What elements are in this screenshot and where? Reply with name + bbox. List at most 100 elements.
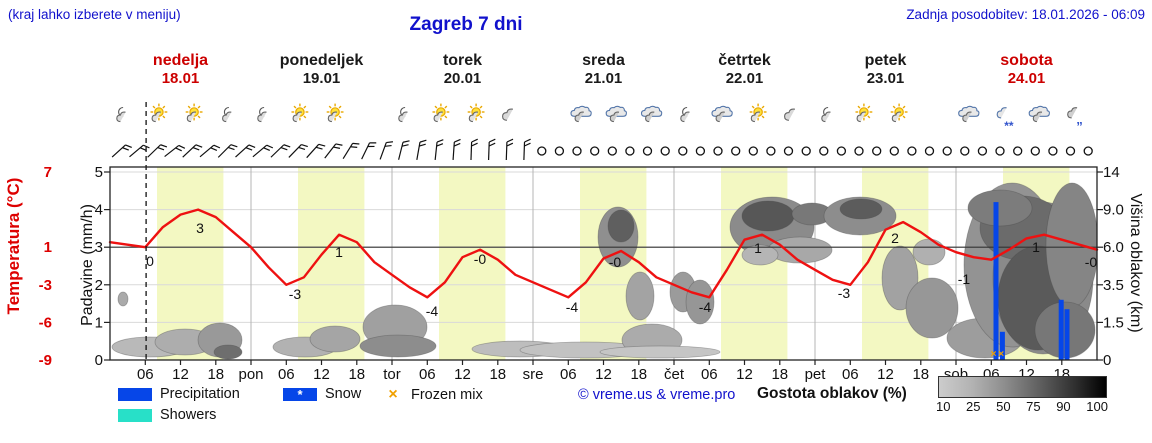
wind-barb-icon [434, 139, 444, 161]
showers-label: Showers [160, 407, 217, 423]
wind-barb-icon [270, 144, 291, 158]
time-tick-label: 12 [877, 366, 894, 383]
temp-value-label: 2 [891, 230, 899, 246]
cloud-blob [741, 200, 795, 232]
cloud-blob [881, 245, 919, 311]
day-name: sreda [582, 52, 625, 69]
time-tick-label: 12 [172, 366, 189, 383]
cloud-density-title: Gostota oblakov (%) [757, 385, 907, 402]
wind-barb-icon [199, 144, 221, 158]
clouds-icon [958, 105, 980, 123]
day-header: nedelja 18.01 [106, 52, 256, 88]
cloud-snow-icon: ** [996, 107, 1014, 133]
time-tick-label: 18 [771, 366, 788, 383]
calm-wind-icon [766, 146, 776, 156]
calm-wind-icon [695, 146, 706, 156]
calm-wind-icon [854, 146, 864, 156]
clouds-icon [640, 105, 663, 123]
moon-cloud-icon [222, 106, 232, 123]
day-header: sreda 21.01 [529, 52, 679, 88]
sun-cloud-icon [467, 103, 485, 123]
calm-wind-icon [1030, 146, 1040, 156]
calm-wind-icon [748, 146, 758, 156]
time-tick-label: pon [238, 366, 263, 383]
temp-value-label: 1 [335, 244, 343, 260]
cloud-icon [784, 108, 795, 121]
clouds-icon [1028, 105, 1050, 123]
copyright-link[interactable]: © vreme.us & vreme.pro [578, 387, 736, 403]
temp-value-label: -0 [474, 251, 487, 267]
temp-value-label: -3 [289, 286, 302, 302]
calm-wind-icon [678, 146, 688, 156]
precip-bar [999, 331, 1005, 360]
precipitation-swatch-icon [118, 387, 152, 401]
temp-tick-label: -6 [39, 314, 52, 331]
precip-tick-label: 5 [95, 164, 103, 181]
calm-wind-icon [590, 146, 600, 156]
snow-swatch-icon: * [283, 387, 317, 401]
calm-wind-icon [1013, 146, 1023, 156]
frozen-mix-swatch-icon: × [388, 386, 398, 403]
day-header: sobota 24.01 [952, 52, 1102, 88]
cloud-rain-icon: ” [1067, 107, 1083, 134]
sun-cloud-icon [150, 103, 168, 123]
density-tick: 10 [936, 399, 951, 414]
time-tick-label: 18 [489, 366, 506, 383]
svg-text:**: ** [1004, 119, 1014, 133]
temp-tick-label: 7 [44, 164, 52, 181]
snow-label: Snow [325, 386, 362, 402]
cloud-blob [967, 189, 1033, 227]
cloud-blob [359, 334, 437, 358]
precip-bar [1064, 309, 1070, 360]
time-tick-label: 18 [912, 366, 929, 383]
calm-wind-icon [713, 146, 723, 156]
last-update-timestamp: Zadnja posodobitev: 18.01.2026 - 06:09 [906, 7, 1145, 22]
day-date: 22.01 [725, 70, 764, 87]
time-tick-label: 12 [595, 366, 612, 383]
cloud-density-scale: 10 25 50 75 90 100 [936, 399, 1108, 414]
legend-item-showers: Showers [118, 407, 216, 423]
wind-row [111, 138, 1093, 161]
moon-cloud-icon [680, 106, 690, 123]
wind-barb-icon [505, 138, 514, 161]
day-date: 19.01 [302, 70, 341, 87]
calm-wind-icon [1065, 146, 1076, 156]
wind-barb-icon [452, 138, 461, 161]
temp-tick-label: -3 [39, 277, 52, 294]
wind-barb-icon [111, 144, 132, 158]
cloud-blob [905, 277, 959, 339]
time-tick-label: 06 [560, 366, 577, 383]
wind-barb-icon [487, 138, 496, 161]
temp-value-label: -4 [699, 299, 712, 315]
time-tick-label: 12 [313, 366, 330, 383]
cloud-blob [213, 344, 243, 360]
cloud-blob [685, 279, 715, 325]
density-tick: 90 [1056, 399, 1071, 414]
time-tick-label: 18 [207, 366, 224, 383]
time-tick-label: 18 [348, 366, 365, 383]
sun-cloud-icon [291, 103, 309, 123]
calm-wind-icon [872, 146, 882, 156]
moon-cloud-icon [257, 106, 267, 123]
legend-item-snow: * Snow [283, 386, 361, 402]
cloud-blob [741, 244, 779, 266]
clouds-icon [605, 105, 627, 123]
temp-value-label: 1 [754, 240, 762, 256]
sun-cloud-icon [890, 103, 908, 123]
wind-barb-icon [252, 144, 274, 158]
density-tick: 75 [1026, 399, 1041, 414]
calm-wind-icon [625, 146, 635, 156]
time-tick-label: 06 [701, 366, 718, 383]
wind-barb-icon [470, 138, 478, 161]
day-header: torek 20.01 [388, 52, 538, 88]
wind-barb-icon [361, 142, 377, 160]
calm-wind-icon [1083, 146, 1093, 156]
time-tick-label: tor [383, 366, 401, 383]
day-date: 21.01 [584, 70, 623, 87]
time-tick-label: sre [523, 366, 544, 383]
calm-wind-icon [607, 146, 617, 156]
cloud-density-gradient-bar [938, 376, 1107, 398]
time-tick-label: 06 [842, 366, 859, 383]
